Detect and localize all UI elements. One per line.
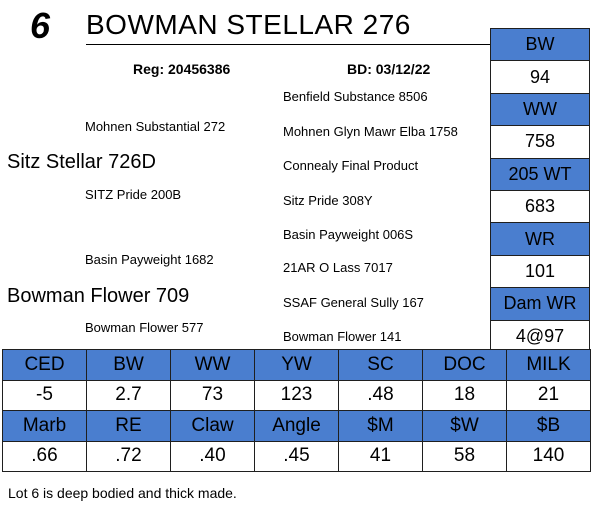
epd-value: 58: [422, 440, 507, 472]
epd-label: SC: [338, 349, 423, 381]
epd-label: Claw: [170, 410, 255, 442]
epd-value: 41: [338, 440, 423, 472]
performance-label: 205 WT: [490, 157, 590, 191]
lot-comment: Lot 6 is deep bodied and thick made.: [8, 485, 237, 501]
epd-label: Angle: [254, 410, 339, 442]
epd-label: Marb: [2, 410, 87, 442]
performance-value: 101: [490, 254, 590, 289]
epd-value: 73: [170, 379, 255, 411]
epd-label: CED: [2, 349, 87, 381]
pedigree-sire-sire: Mohnen Substantial 272: [85, 119, 226, 134]
epd-value: .45: [254, 440, 339, 472]
lot-number: 6: [30, 5, 51, 46]
epd-value: 2.7: [86, 379, 171, 411]
epd-table: CED BW WW YW SC DOC MILK -5 2.7 73 123 .…: [2, 349, 591, 472]
pedigree-sire-dam-dam: Sitz Pride 308Y: [283, 193, 373, 208]
epd-header-row: CED BW WW YW SC DOC MILK: [2, 349, 591, 381]
epd-value: 140: [506, 440, 591, 472]
performance-label: BW: [490, 27, 590, 62]
performance-label: WW: [490, 92, 590, 127]
performance-value: 4@97: [490, 319, 590, 353]
epd-label: $B: [506, 410, 591, 442]
title-rule: [86, 44, 490, 45]
epd-label: YW: [254, 349, 339, 381]
pedigree-sire-sire-dam: Mohnen Glyn Mawr Elba 1758: [283, 124, 458, 139]
epd-header-row: Marb RE Claw Angle $M $W $B: [2, 410, 591, 442]
epd-value: 123: [254, 379, 339, 411]
registration-number: Reg: 20456386: [133, 61, 231, 77]
epd-value: .48: [338, 379, 423, 411]
performance-label: WR: [490, 222, 590, 256]
pedigree-dam-sire-dam: 21AR O Lass 7017: [283, 260, 393, 275]
pedigree-dam: Bowman Flower 709: [7, 285, 190, 307]
pedigree-dam-dam: Bowman Flower 577: [85, 320, 204, 335]
epd-label: DOC: [422, 349, 507, 381]
performance-value: 683: [490, 189, 590, 224]
epd-label: $M: [338, 410, 423, 442]
epd-value: 21: [506, 379, 591, 411]
pedigree-dam-sire-sire: Basin Payweight 006S: [283, 227, 414, 242]
epd-value: 18: [422, 379, 507, 411]
epd-value: .40: [170, 440, 255, 472]
epd-label: MILK: [506, 349, 591, 381]
epd-label: WW: [170, 349, 255, 381]
epd-value: .72: [86, 440, 171, 472]
pedigree-dam-dam-dam: Bowman Flower 141: [283, 329, 402, 344]
pedigree-dam-dam-sire: SSAF General Sully 167: [283, 295, 424, 310]
performance-table: BW 94 WW 758 205 WT 683 WR 101 Dam WR 4@…: [490, 27, 590, 353]
pedigree-sire-dam-sire: Connealy Final Product: [283, 158, 419, 173]
epd-label: RE: [86, 410, 171, 442]
epd-value: .66: [2, 440, 87, 472]
epd-label: BW: [86, 349, 171, 381]
performance-value: 758: [490, 125, 590, 159]
animal-name: BOWMAN STELLAR 276: [86, 9, 411, 40]
pedigree-sire-sire-sire: Benfield Substance 8506: [283, 89, 428, 104]
pedigree-dam-sire: Basin Payweight 1682: [85, 252, 214, 267]
performance-value: 94: [490, 60, 590, 94]
epd-value-row: .66 .72 .40 .45 41 58 140: [2, 440, 591, 472]
epd-label: $W: [422, 410, 507, 442]
performance-label: Dam WR: [490, 287, 590, 321]
epd-value: -5: [2, 379, 87, 411]
pedigree-sire: Sitz Stellar 726D: [7, 151, 156, 173]
birth-date: BD: 03/12/22: [347, 61, 431, 77]
pedigree-sire-dam: SITZ Pride 200B: [85, 187, 182, 202]
epd-value-row: -5 2.7 73 123 .48 18 21: [2, 379, 591, 411]
